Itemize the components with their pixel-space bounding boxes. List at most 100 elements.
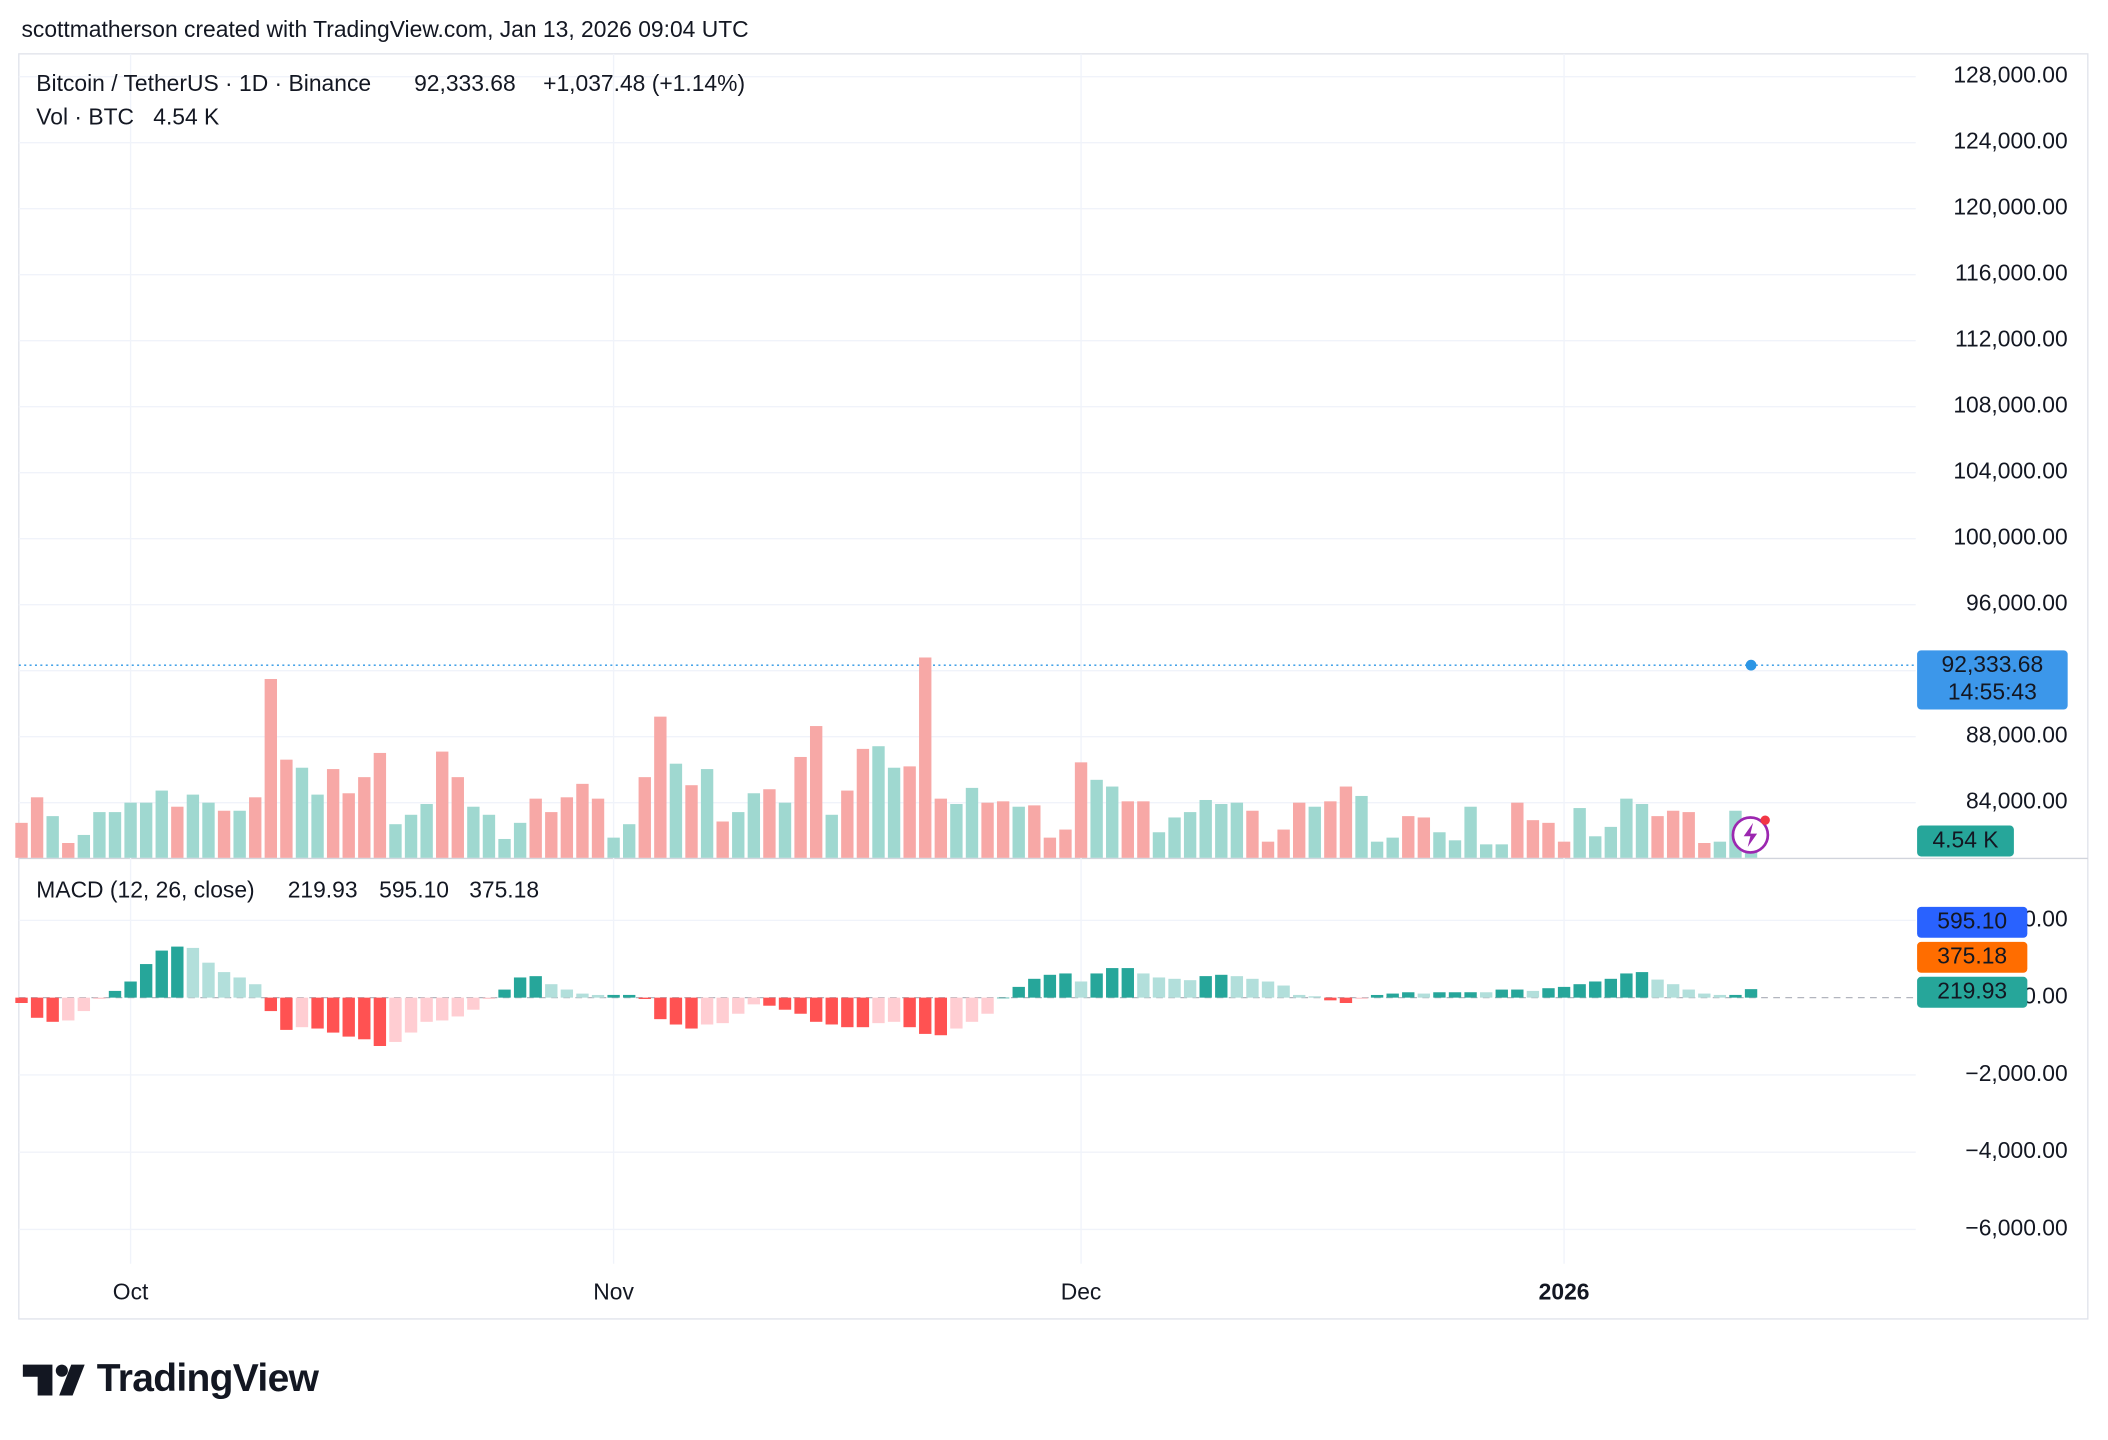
histogram-bar bbox=[919, 997, 932, 1034]
y-tick-label: 88,000.00 bbox=[1966, 722, 2068, 748]
volume-bar bbox=[62, 843, 75, 858]
volume-bar bbox=[342, 793, 355, 858]
volume-bar bbox=[1183, 812, 1197, 858]
value-tag-label: 375.18 bbox=[1937, 942, 2007, 968]
histogram-bar bbox=[591, 994, 605, 998]
histogram-bar bbox=[420, 997, 433, 1022]
volume-bar bbox=[513, 822, 527, 858]
volume-bar bbox=[996, 801, 1010, 858]
histogram-bar bbox=[732, 997, 745, 1014]
volume-bar bbox=[186, 794, 200, 858]
volume-bar bbox=[124, 802, 137, 858]
y-tick-label: −2,000.00 bbox=[1965, 1060, 2067, 1086]
y-tick-label: 0.00 bbox=[2023, 983, 2067, 1009]
histogram-bar bbox=[1604, 978, 1618, 998]
volume-bar bbox=[482, 814, 496, 858]
histogram-bar bbox=[1620, 973, 1633, 998]
histogram-bar bbox=[451, 997, 464, 1017]
histogram-bar bbox=[467, 997, 480, 1010]
volume-bar bbox=[1090, 779, 1103, 858]
legend-title: Bitcoin / TetherUS · 1D · Binance bbox=[36, 70, 371, 96]
marks bbox=[15, 657, 1916, 1046]
y-tick-label: 108,000.00 bbox=[1953, 392, 2067, 418]
histogram-bar bbox=[1433, 992, 1446, 998]
histogram-bar bbox=[778, 997, 792, 1010]
legend-volume: 4.54 K bbox=[153, 103, 219, 129]
volume-bar bbox=[607, 837, 620, 858]
histogram-bar bbox=[358, 997, 371, 1040]
volume-bar bbox=[15, 822, 28, 858]
volume-bar bbox=[1293, 802, 1306, 858]
volume-bar bbox=[1277, 829, 1290, 858]
value-tag bbox=[1917, 906, 2028, 938]
histogram-bar bbox=[342, 997, 355, 1037]
histogram-bar bbox=[1277, 985, 1290, 998]
y-tick-label: 100,000.00 bbox=[1953, 524, 2067, 550]
histogram-bar bbox=[139, 964, 153, 998]
histogram-bar bbox=[545, 984, 558, 998]
brand: TradingView bbox=[97, 1357, 320, 1400]
volume-bar bbox=[326, 769, 340, 858]
volume-bar bbox=[404, 814, 418, 858]
histogram-bar bbox=[77, 997, 91, 1012]
volume-bar bbox=[576, 783, 589, 858]
histogram-bar bbox=[872, 997, 885, 1024]
volume-bar bbox=[1246, 810, 1259, 858]
volume-bar bbox=[30, 797, 44, 858]
volume-bar bbox=[1324, 801, 1337, 858]
volume-bar bbox=[1261, 841, 1275, 858]
histogram-bar bbox=[1682, 989, 1695, 998]
attribution: scottmatherson created with TradingView.… bbox=[22, 16, 749, 42]
histogram-bar bbox=[1012, 986, 1025, 998]
x-tick-label: Oct bbox=[113, 1278, 149, 1304]
volume-bar bbox=[529, 798, 542, 858]
y-tick-label: −6,000.00 bbox=[1965, 1214, 2067, 1240]
volume-bar bbox=[560, 797, 574, 858]
legend-title: MACD (12, 26, close) bbox=[36, 876, 254, 902]
volume-bar bbox=[46, 816, 59, 858]
y-tick-label: −4,000.00 bbox=[1965, 1137, 2067, 1163]
volume-bar bbox=[903, 766, 916, 858]
y-tick-label: 104,000.00 bbox=[1953, 458, 2067, 484]
volume-bar bbox=[389, 824, 402, 858]
histogram-bar bbox=[30, 997, 44, 1018]
volume-bar bbox=[1698, 843, 1711, 858]
volume-bar bbox=[1651, 816, 1664, 858]
value-tag bbox=[1917, 941, 2028, 973]
legend-value: 219.93 bbox=[288, 876, 358, 902]
histogram-bar bbox=[1355, 997, 1368, 999]
histogram-bar bbox=[747, 997, 761, 1005]
volume-bar bbox=[139, 802, 153, 858]
volume-bar bbox=[1370, 841, 1384, 858]
volume-bar bbox=[420, 804, 433, 858]
histogram-bar bbox=[638, 997, 651, 999]
histogram-bar bbox=[996, 997, 1010, 999]
histogram-bar bbox=[1698, 993, 1711, 998]
volume-bar bbox=[171, 806, 184, 858]
volume-bar bbox=[436, 751, 449, 858]
histogram-bar bbox=[1635, 972, 1649, 998]
histogram-bar bbox=[1137, 973, 1150, 998]
histogram-bar bbox=[1370, 994, 1384, 998]
histogram-bar bbox=[700, 997, 714, 1025]
tradingview-logo bbox=[22, 1364, 85, 1396]
volume-bar bbox=[872, 746, 885, 858]
legend-value: 595.10 bbox=[379, 876, 449, 902]
volume-bar bbox=[1028, 805, 1041, 858]
histogram-bar bbox=[576, 993, 589, 998]
volume-bar bbox=[1479, 844, 1493, 858]
x-tick-label: 2026 bbox=[1539, 1278, 1590, 1304]
volume-tag-value: 4.54 K bbox=[1932, 827, 1998, 853]
volume-bar bbox=[1106, 786, 1119, 858]
histogram-bar bbox=[326, 997, 340, 1033]
y-tick-label: 112,000.00 bbox=[1955, 326, 2068, 352]
y-tick-label: 124,000.00 bbox=[1953, 128, 2067, 154]
histogram-bar bbox=[623, 994, 636, 998]
volume-bar bbox=[685, 785, 698, 858]
volume-bar bbox=[1386, 837, 1399, 858]
last-point bbox=[1745, 659, 1757, 671]
volume-bar bbox=[93, 812, 106, 858]
volume-bar bbox=[1355, 795, 1368, 858]
histogram-bar bbox=[1729, 994, 1742, 998]
